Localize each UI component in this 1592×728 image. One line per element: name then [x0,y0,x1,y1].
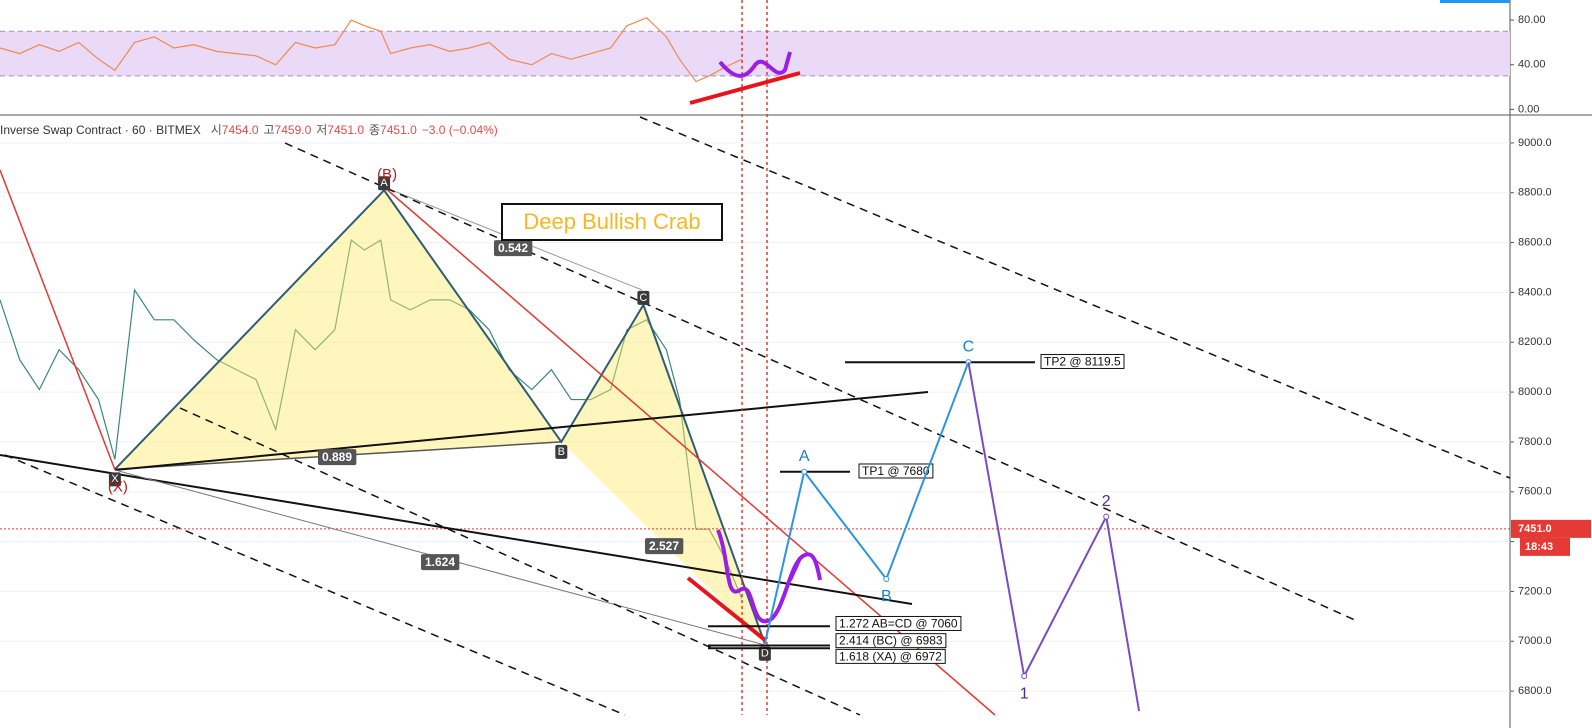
projection-point [801,468,808,475]
level-box [835,633,947,649]
wave-label: (B) [377,166,397,183]
point-badge [758,646,771,661]
channel-line [179,407,861,716]
level-label: 1.618 (XA) @ 6972 [839,649,942,663]
point-badge [637,290,650,305]
level-box [835,648,946,664]
toolbar-indicator [1440,0,1510,3]
symbol-header: Inverse Swap Contract · 60 · BITMEX 시7454… [0,123,498,137]
wave-label: 1 [1020,685,1029,702]
y-tick-label: 8000.0 [1518,386,1552,398]
channel-line [639,116,1511,479]
level-box [858,463,934,479]
trend-line [0,169,116,471]
wave-label: C [963,338,975,355]
y-tick-label: 7000.0 [1518,635,1552,647]
wave-label: A [799,448,810,465]
ratio-badge [493,240,533,257]
y-tick-label: 80.00 [1518,14,1546,26]
ohlc-value: 7451.0 [380,123,417,137]
point-label: X [111,473,119,485]
channel-line [4,454,626,716]
ohlc-value: 7454.0 [222,123,259,137]
ratio-label: 0.542 [498,241,528,255]
y-tick-label: 8800.0 [1518,187,1552,199]
rsi-band [0,31,1510,76]
sketch-curve [718,51,792,78]
point-badge [555,444,568,459]
price-pane [0,188,1510,645]
projection-point [1103,513,1110,520]
pattern-fill [114,190,562,470]
ratio-badge [317,449,357,466]
projection-point [1021,673,1028,680]
ohlc-value: 7459.0 [275,123,312,137]
trend-line [114,391,929,471]
projection-point [883,575,890,582]
price-line [0,239,743,600]
y-tick-label: 0.00 [1518,103,1539,115]
y-tick-label: 7600.0 [1518,486,1552,498]
price-line [0,17,743,83]
level-label: 1.272 AB=CD @ 7060 [839,616,958,630]
sketch-line [689,71,801,105]
y-tick-label: 40.00 [1518,59,1546,71]
trend-line [0,454,913,605]
point-label: D [761,648,769,660]
wave-label: B [881,588,892,605]
level-label: 2.414 (BC) @ 6983 [839,634,943,648]
level-box [835,615,962,631]
level-label: TP1 @ 7680 [862,464,930,478]
point-badge [378,176,391,191]
level-box [1040,353,1125,369]
ohlc-label: 저 [316,123,327,137]
rsi-pane [0,17,1510,83]
point-label: C [639,292,647,304]
change: −3.0 (−0.04%) [422,123,498,137]
point-label: B [558,446,565,458]
y-tick-label: 8200.0 [1518,336,1552,348]
pattern-title-box [501,203,723,241]
pattern-title: Deep Bullish Crab [523,209,700,234]
y-tick-label: 6800.0 [1518,685,1552,697]
ratio-label: 2.527 [649,539,679,553]
sketch-line [686,576,767,642]
y-tick-label: 7200.0 [1518,585,1552,597]
ratio-badge [644,538,684,555]
y-tick-label: 8600.0 [1518,236,1552,248]
wave-label: 2 [1102,493,1111,510]
drawings [0,0,1511,716]
y-tick-label: 7800.0 [1518,436,1552,448]
level-label: TP2 @ 8119.5 [1044,354,1121,368]
ohlc-label: 시 [211,123,222,137]
last-price-badge [1511,519,1591,538]
ratio-label: 1.624 [425,555,455,569]
point-label: A [380,177,388,189]
last-price-label: 7451.0 [1518,523,1552,535]
countdown: 18:43 [1525,541,1553,553]
projection-line [763,361,970,644]
annotations: X A B C D (X) (B) 0.542 0.889 1.624 2.527 Deep Bull… [108,166,1141,712]
wave-label: (X) [108,478,128,495]
y-tick-label: 8400.0 [1518,286,1552,298]
pattern-fill [561,304,765,644]
y-tick-label: 9000.0 [1518,137,1552,149]
ohlc-label: 고 [264,123,275,137]
ratio-badge [420,554,460,571]
point-badge [108,472,121,487]
grid [0,142,1510,692]
projection-line [967,362,1141,712]
symbol: Inverse Swap Contract · 60 · BITMEX [0,123,201,137]
ohlc-value: 7451.0 [327,123,364,137]
countdown-badge [1520,537,1570,556]
ratio-label: 0.889 [322,450,352,464]
ohlc-label: 종 [369,123,380,137]
